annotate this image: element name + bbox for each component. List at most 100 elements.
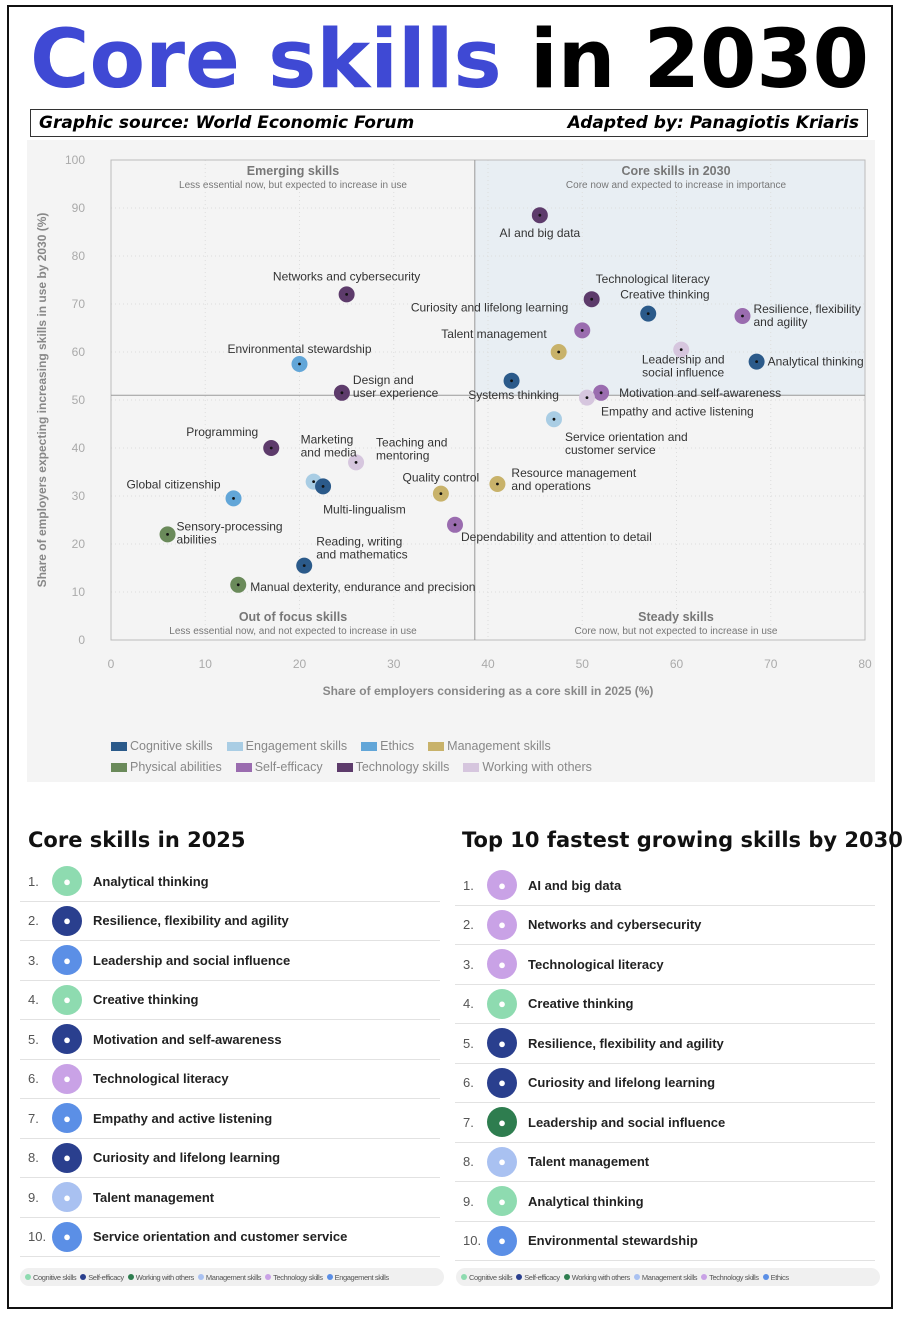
monitor-icon: ● [52, 1063, 82, 1094]
point-label: Reading, writing [316, 535, 402, 549]
skill-label: Resilience, flexibility and agility [528, 1035, 724, 1051]
quadrant-title: Core skills in 2030 [621, 164, 730, 178]
point-label: and media [301, 446, 357, 460]
legend-dot [197, 1274, 204, 1280]
data-point-center [439, 492, 443, 495]
skill-label: Creative thinking [93, 992, 199, 1008]
rank: 3. [463, 956, 474, 972]
head-idea-icon: ● [487, 988, 517, 1019]
rank: 9. [463, 1193, 474, 1209]
legend-dot [701, 1274, 708, 1280]
point-label: Sensory-processing [177, 519, 283, 533]
mountain-flag-icon: ● [52, 1024, 82, 1055]
legend-item: Management skills [633, 1273, 698, 1282]
quadrant-subtitle: Core now and expected to increase in imp… [566, 180, 787, 191]
legend-dot [762, 1274, 769, 1280]
legend-swatch [428, 741, 445, 751]
skill-label: Leadership and social influence [528, 1114, 726, 1130]
x-tick-label: 40 [481, 657, 495, 671]
chart-legend-row-2: Physical abilities Self-efficacy Technolog… [111, 760, 606, 774]
data-point-center [510, 379, 513, 383]
growing-legend: Cognitive skills Self-efficacy Working wit… [456, 1268, 880, 1286]
legend-dot [461, 1274, 467, 1280]
growing-title: Top 10 fastest growing skills by 2030 [462, 828, 903, 852]
legend-swatch [111, 762, 127, 772]
data-point-center [312, 480, 316, 483]
list-item: 2. ● Networks and cybersecurity [455, 906, 875, 945]
x-tick-label: 0 [108, 657, 115, 671]
rank: 8. [463, 1154, 474, 1170]
legend-swatch [361, 741, 378, 751]
x-tick-label: 80 [858, 657, 872, 671]
x-tick-label: 60 [670, 657, 684, 671]
plot-border [110, 159, 866, 641]
point-label: Dependability and attention to detail [461, 530, 652, 544]
legend-label: Self-efficacy [524, 1272, 560, 1282]
legend-dot [80, 1274, 87, 1280]
legend-item: Working with others [563, 1272, 631, 1282]
legend-dot [516, 1274, 523, 1280]
legend-dot [563, 1274, 570, 1280]
point-label: Resilience, flexibility [753, 302, 860, 316]
data-point-center [354, 461, 358, 464]
y-axis-label: Share of employers expecting increasing … [35, 213, 49, 588]
rank: 10. [28, 1229, 47, 1245]
skill-label: Talent management [528, 1154, 650, 1170]
skill-label: Curiosity and lifelong learning [528, 1075, 716, 1091]
skill-label: Talent management [93, 1189, 215, 1205]
legend-item: Self-efficacy [235, 760, 323, 774]
legend-dot [25, 1274, 31, 1280]
page-frame [7, 5, 893, 1309]
legend-label: Physical abilities [130, 760, 222, 774]
chip-icon: ● [487, 870, 517, 901]
legend-label: Cognitive skills [130, 739, 213, 753]
x-tick-label: 70 [764, 657, 778, 671]
rank: 5. [463, 1035, 474, 1051]
data-point-center [557, 350, 561, 354]
point-label: Multi-lingualism [323, 502, 406, 516]
data-point-center [679, 348, 683, 351]
legend-item: Engagement skills [226, 739, 347, 753]
list-item: 9. ● Analytical thinking [455, 1182, 875, 1222]
globe-hand-icon: ● [487, 1225, 517, 1256]
skill-label: Analytical thinking [93, 873, 209, 889]
source-text: Graphic source: World Economic Forum [39, 113, 415, 133]
point-label: mentoring [376, 448, 429, 462]
rank: 1. [463, 877, 474, 893]
list-item: 5. ● Motivation and self-awareness [20, 1020, 440, 1060]
chart-legend-row-1: Cognitive skills Engagement skills Ethics M… [111, 739, 565, 753]
skill-label: Empathy and active listening [93, 1110, 273, 1126]
data-point-center [580, 329, 584, 332]
data-point-center [232, 497, 235, 500]
growing-list: 1. ● AI and big data 2. ● Networks and cybers… [455, 866, 875, 1261]
legend-label: Working with others [571, 1272, 631, 1282]
skill-label: Leadership and social influence [93, 952, 291, 968]
legend-item: Technology skills [265, 1273, 323, 1282]
point-label: Global citizenship [126, 477, 220, 491]
page-title: Core skills in 2030 [30, 13, 870, 107]
brain-icon: ● [52, 866, 82, 897]
lock-icon: ● [487, 909, 517, 940]
y-tick-label: 80 [72, 249, 86, 263]
list-item: 1. ● AI and big data [455, 866, 875, 906]
core-2025-legend: Cognitive skills Self-efficacy Working wit… [20, 1268, 444, 1286]
point-label: and agility [753, 315, 807, 329]
y-tick-label: 40 [72, 441, 86, 455]
legend-label: Technology skills [355, 760, 450, 774]
rank: 8. [28, 1150, 39, 1166]
rank: 5. [28, 1031, 39, 1047]
monitor-icon: ● [487, 949, 517, 980]
point-label: social influence [642, 366, 724, 380]
list-item: 8. ● Talent management [455, 1143, 875, 1182]
list-item: 10. ● Environmental stewardship [455, 1222, 875, 1261]
data-point-center [741, 314, 744, 318]
data-point-center [585, 396, 589, 399]
data-point-center [340, 391, 344, 395]
list-item: 9. ● Talent management [20, 1178, 440, 1218]
point-label: and operations [511, 479, 590, 493]
legend-item: Management skills [428, 739, 551, 753]
data-point-center [345, 293, 349, 296]
legend-swatch [463, 762, 480, 772]
data-point-center [590, 297, 594, 301]
point-label: Environmental stewardship [227, 342, 371, 356]
